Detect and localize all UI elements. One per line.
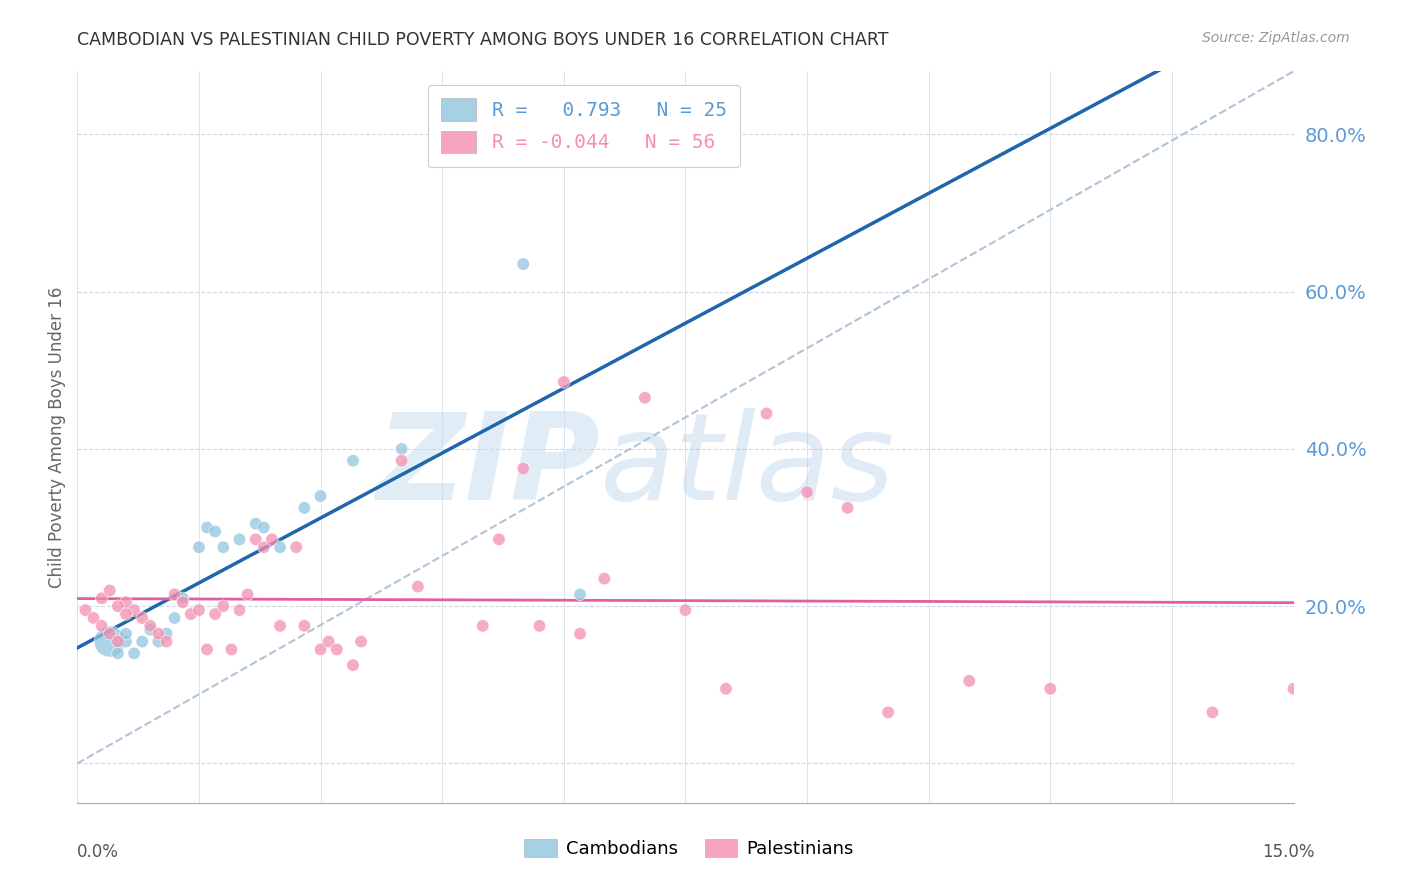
Point (155, 634, 177, 648)
Point (512, 257, 534, 271)
Point (292, 500, 315, 515)
Point (90, 591, 112, 606)
Point (1039, 681, 1062, 696)
Text: Source: ZipAtlas.com: Source: ZipAtlas.com (1202, 31, 1350, 45)
Text: 0.0%: 0.0% (77, 843, 120, 861)
Point (391, 442, 413, 456)
Point (326, 642, 349, 657)
Point (228, 603, 250, 617)
Point (309, 489, 332, 503)
Point (553, 375, 575, 389)
Point (115, 607, 138, 621)
Point (342, 453, 364, 467)
Point (512, 461, 534, 475)
Point (569, 587, 592, 601)
Point (75, 603, 97, 617)
Point (529, 619, 551, 633)
Point (957, 673, 980, 688)
Point (131, 611, 153, 625)
Point (1282, 681, 1305, 696)
Point (163, 587, 186, 601)
Point (212, 540, 235, 554)
Point (269, 619, 291, 633)
Point (115, 626, 138, 640)
Point (309, 642, 332, 657)
Point (212, 599, 235, 614)
Legend: R =   0.793   N = 25, R = -0.044   N = 56: R = 0.793 N = 25, R = -0.044 N = 56 (427, 85, 741, 167)
Point (204, 607, 226, 621)
Point (107, 599, 129, 614)
Point (188, 540, 211, 554)
Text: atlas: atlas (600, 408, 896, 524)
Point (796, 485, 818, 500)
Point (675, 603, 697, 617)
Point (107, 634, 129, 648)
Point (228, 533, 250, 547)
Point (115, 634, 138, 648)
Point (342, 658, 364, 673)
Point (593, 572, 616, 586)
Point (714, 681, 737, 696)
Point (471, 619, 494, 633)
Point (163, 611, 186, 625)
Point (172, 595, 194, 609)
Text: CAMBODIAN VS PALESTINIAN CHILD POVERTY AMONG BOYS UNDER 16 CORRELATION CHART: CAMBODIAN VS PALESTINIAN CHILD POVERTY A… (77, 31, 889, 49)
Point (155, 626, 177, 640)
Y-axis label: Child Poverty Among Boys Under 16: Child Poverty Among Boys Under 16 (48, 286, 66, 588)
Legend: Cambodians, Palestinians: Cambodians, Palestinians (517, 831, 860, 865)
Point (98, 583, 121, 598)
Point (253, 520, 276, 534)
Point (318, 634, 340, 648)
Point (115, 595, 138, 609)
Point (131, 634, 153, 648)
Point (260, 533, 283, 547)
Point (569, 626, 592, 640)
Point (406, 580, 429, 594)
Point (221, 642, 243, 657)
Point (245, 516, 267, 531)
Point (122, 646, 145, 660)
Point (755, 407, 778, 421)
Point (180, 607, 202, 621)
Point (269, 540, 291, 554)
Text: 15.0%: 15.0% (1263, 843, 1315, 861)
Point (148, 634, 170, 648)
Point (350, 634, 373, 648)
Point (139, 619, 162, 633)
Point (98, 634, 121, 648)
Point (90, 619, 112, 633)
Point (195, 642, 218, 657)
Point (83, 611, 105, 625)
Point (188, 603, 211, 617)
Point (292, 619, 315, 633)
Point (391, 453, 413, 467)
Point (253, 540, 276, 554)
Point (107, 646, 129, 660)
Point (1201, 706, 1223, 720)
Point (837, 500, 859, 515)
Point (148, 626, 170, 640)
Point (204, 524, 226, 539)
Point (285, 540, 308, 554)
Point (488, 533, 510, 547)
Text: ZIP: ZIP (377, 408, 600, 524)
Point (172, 591, 194, 606)
Point (245, 533, 267, 547)
Point (98, 626, 121, 640)
Point (122, 603, 145, 617)
Point (195, 520, 218, 534)
Point (634, 391, 657, 405)
Point (877, 706, 900, 720)
Point (236, 587, 259, 601)
Point (139, 623, 162, 637)
